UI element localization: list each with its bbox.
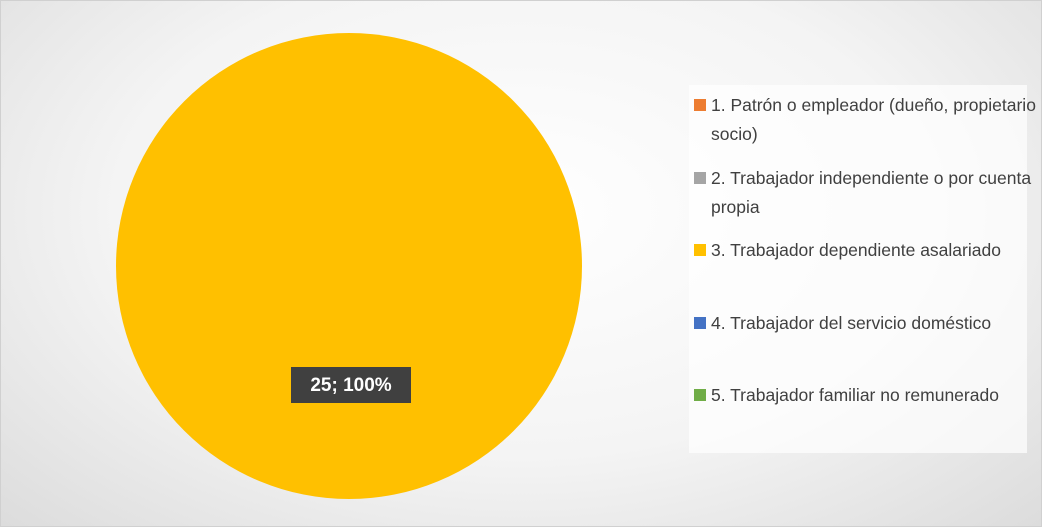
legend-swatch	[694, 99, 706, 111]
legend-label: 1. Patrón o empleador (dueño, propietari…	[711, 95, 1036, 144]
legend-item: 2. Trabajador independiente o por cuenta…	[691, 164, 1041, 222]
data-label-box	[291, 367, 411, 403]
legend-swatch	[694, 316, 706, 329]
legend-item: 1. Patrón o empleador (dueño, propietari…	[691, 91, 1041, 149]
legend-item: 4. Trabajador del servicio doméstico	[691, 309, 1041, 338]
legend-swatch	[694, 244, 706, 256]
pie-slice	[116, 33, 582, 499]
legend-item: 5. Trabajador familiar no remunerado	[691, 381, 1041, 410]
legend-label: 5. Trabajador familiar no remunerado	[711, 385, 999, 405]
legend-swatch	[694, 389, 706, 401]
data-label: 25; 100%	[310, 375, 391, 396]
legend-label: 4. Trabajador del servicio doméstico	[711, 312, 992, 333]
legend-label: 2. Trabajador independiente o por cuenta…	[711, 167, 1032, 217]
legend: 1. Patrón o empleador (dueño, propietari…	[689, 85, 1036, 453]
legend-swatch	[694, 171, 706, 184]
legend-item: 3. Trabajador dependiente asalariado	[691, 236, 1041, 265]
legend-label: 3. Trabajador dependiente asalariado	[711, 240, 1001, 260]
